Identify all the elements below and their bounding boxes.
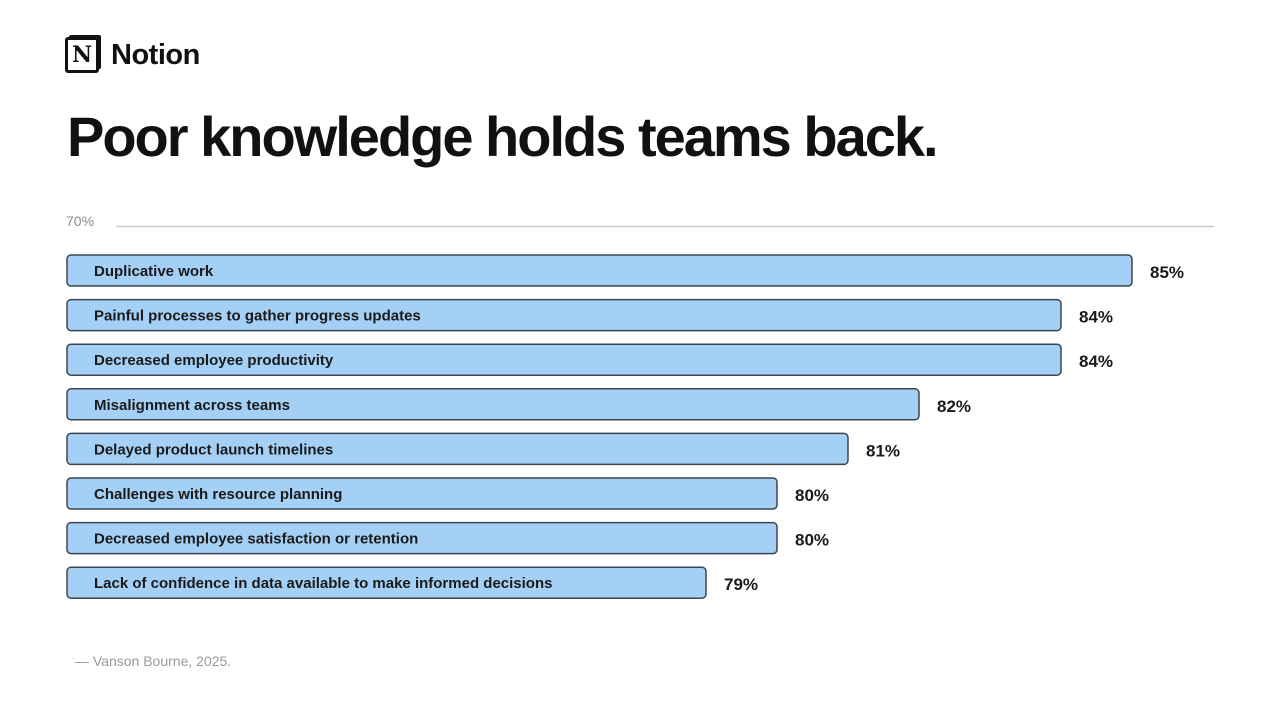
bar (66, 343, 1062, 376)
bar (66, 521, 778, 555)
axis-tick-label: 70% (66, 213, 94, 229)
notion-logo: N Notion (65, 37, 200, 73)
bar-value-label: 84% (1079, 308, 1113, 327)
bar (66, 477, 778, 510)
bar-value-label: 85% (1150, 263, 1184, 282)
notion-logo-icon: N (65, 37, 99, 73)
bar-category-label: Duplicative work (94, 263, 214, 280)
bar-value-label: 80% (795, 486, 829, 505)
bar (66, 298, 1062, 332)
bar (66, 566, 707, 599)
bar-category-label: Challenges with resource planning (94, 486, 342, 503)
bar-category-label: Lack of confidence in data available to … (94, 575, 552, 592)
bar-category-label: Misalignment across teams (94, 397, 290, 414)
bar-category-label: Decreased employee satisfaction or reten… (94, 531, 418, 548)
bar (66, 388, 920, 421)
bar-category-label: Delayed product launch timelines (94, 441, 333, 458)
bar-category-label: Decreased employee productivity (94, 352, 334, 369)
page-title: Poor knowledge holds teams back. (67, 105, 939, 168)
bar-value-label: 81% (866, 441, 900, 460)
bar-category-label: Painful processes to gather progress upd… (94, 308, 421, 325)
brand-name: Notion (111, 38, 200, 71)
source-citation: — Vanson Bourne, 2025. (75, 653, 232, 669)
bar-value-label: 80% (795, 531, 829, 550)
bar-value-label: 82% (937, 397, 971, 416)
bar (66, 254, 1133, 287)
bar (66, 432, 849, 466)
bar-value-label: 79% (724, 575, 758, 594)
bar-value-label: 84% (1079, 352, 1113, 371)
